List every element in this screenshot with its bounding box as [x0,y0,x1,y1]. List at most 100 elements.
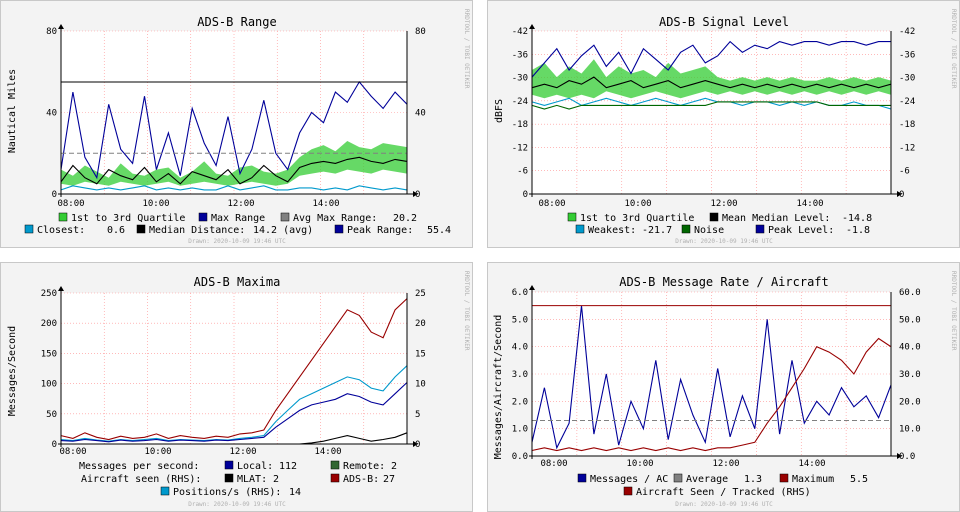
signal-series-noise [531,101,891,110]
maxima-rtick: 5 [415,410,420,420]
maxima-ytick: 250 [41,289,57,299]
maxima-rtick: 0 [415,440,420,450]
range-series-max-range [60,80,408,180]
range-xtick: 08:00 [57,199,84,209]
signal-series-mean-median-level [531,76,892,89]
range-ytick: 80 [46,27,57,37]
range-legend-label: Max Range [211,213,265,224]
msgrate-legend: Messages / AC Average 1.3 Maximum 5.5 Ai… [577,473,868,498]
msgrate-plot: 0.0 0.0 1.0 10.0 2.0 20.0 3.0 30.0 4.0 40.0 5.0 50.… [512,285,921,462]
signal-xtick: 10:00 [624,199,651,209]
msgrate-series-messages-ac [531,305,892,450]
range-legend-label: Closest: [37,225,85,236]
signal-rtick: -42 [899,27,915,37]
signal-legend: 1st to 3rd Quartile Mean Median Level: -… [567,212,872,236]
range-legend-label: Avg Max Range: [293,213,377,224]
msgrate-legend-value: 1.3 [744,474,762,485]
range-xticks: 08:00 10:00 12:00 14:00 [57,199,339,209]
maxima-ylabel: Messages/Second [7,326,18,416]
msgrate-xtick: 10:00 [626,459,653,469]
maxima-series-ads-b [60,298,408,441]
signal-legend-label: Peak Level: [768,225,834,236]
signal-ytick: -12 [512,143,528,153]
range-drawn: Drawn: 2020-10-09 19:46 UTC [188,238,286,245]
range-plot: 0 0 40 40 80 80 [46,24,426,200]
chart-panel-range: 0 0 40 40 80 80 ADS-B Range Nautical Miles RR… [0,0,473,248]
msgrate-title: ADS-B Message Rate / Aircraft [619,275,829,289]
signal-rtick: -30 [899,74,915,84]
msgrate-xticks: 08:00 10:00 12:00 14:00 [540,459,825,469]
chart-panel-msgrate: 0.0 0.0 1.0 10.0 2.0 20.0 3.0 30.0 4.0 40.0 5.0 50.… [487,262,960,512]
signal-ytick: -42 [512,27,528,37]
range-series-median-distance [60,156,408,185]
range-legend-label: Median Distance: [149,225,245,236]
maxima-legend-value: 2 [273,474,279,485]
signal-series-peak-level [531,40,891,78]
signal-xtick: 12:00 [710,199,737,209]
signal-ytick: -18 [512,120,528,130]
msgrate-watermark: RRDTOOL / TOBI OETIKER [950,271,957,351]
maxima-legend-value: 112 [279,461,297,472]
maxima-legend-value: 14 [289,487,301,498]
signal-axes [529,27,897,197]
msgrate-legend-label: Maximum [792,474,834,485]
range-legend-label: Peak Range: [347,225,413,236]
msgrate-ylabel: Messages/Aircraft/Second [493,315,504,460]
maxima-series-positions-s [60,365,408,442]
msgrate-xtick: 14:00 [798,459,825,469]
maxima-legend-swatch [160,486,170,496]
signal-legend-value: -1.8 [846,225,870,236]
signal-ytick: -24 [512,97,528,107]
range-legend-swatch [136,224,146,234]
maxima-rtick: 15 [415,349,426,359]
range-legend-swatch [334,224,344,234]
maxima-xtick: 10:00 [144,447,171,457]
range-legend-value: 14.2 (avg) [253,225,313,236]
range-ylabel: Nautical Miles [7,69,18,153]
range-legend-swatch [58,212,68,222]
signal-legend-swatch [575,224,585,234]
signal-legend-swatch [755,224,765,234]
maxima-legend-swatch [224,460,234,470]
signal-legend-label: Weakest: [588,225,636,236]
maxima-legend-label: Messages per second: [79,461,199,472]
range-xtick: 10:00 [142,199,169,209]
maxima-legend-swatch [330,473,340,483]
signal-title: ADS-B Signal Level [659,15,789,29]
chart-panel-maxima: 0 0 50 5 100 10 150 15 200 20 250 25 ADS-B Maxima M… [0,262,473,512]
signal-legend-value: -14.8 [842,213,872,224]
msgrate-ytick: 0.0 [512,452,528,462]
chart-panel-signal: 0 0 -6 -6 -12 -12 -18 -18 -24 -24 -30 -30 -36 -36 -42 -… [487,0,960,248]
range-title: ADS-B Range [197,15,276,29]
msgrate-legend-swatch [623,486,633,496]
signal-ylabel: dBFS [494,99,505,123]
signal-legend-label: 1st to 3rd Quartile [580,213,694,224]
range-legend-value: 20.2 [393,213,417,224]
msgrate-drawn: Drawn: 2020-10-09 19:46 UTC [675,501,773,508]
range-rtick: 80 [415,27,426,37]
maxima-legend-label: Aircraft seen (RHS): [81,474,201,485]
msgrate-legend-label: Average [686,474,728,485]
range-legend-swatch [24,224,34,234]
maxima-chart: 0 0 50 5 100 10 150 15 200 20 250 25 ADS-B Maxima M… [7,271,470,508]
signal-rtick: -6 [899,167,910,177]
signal-ytick: -30 [512,74,528,84]
msgrate-xtick: 12:00 [712,459,739,469]
range-series-closest [60,185,408,191]
msgrate-rtick: 30.0 [899,370,921,380]
msgrate-rtick: 0.0 [899,452,915,462]
maxima-drawn: Drawn: 2020-10-09 19:46 UTC [188,501,286,508]
maxima-xtick: 08:00 [59,447,86,457]
signal-rtick: 0 [899,190,904,200]
maxima-rtick: 20 [415,319,426,329]
signal-drawn: Drawn: 2020-10-09 19:46 UTC [675,238,773,245]
signal-plot: 0 0 -6 -6 -12 -12 -18 -18 -24 -24 -30 -30 -36 -36 -42 -… [512,24,915,200]
maxima-xtick: 12:00 [229,447,256,457]
signal-rtick: -24 [899,97,915,107]
maxima-xtick: 14:00 [314,447,341,457]
signal-quartile-band [532,59,891,99]
signal-xtick: 08:00 [538,199,565,209]
signal-legend-label: Noise [694,225,724,236]
maxima-legend-label: Positions/s (RHS): [173,487,281,498]
maxima-legend-swatch [330,460,340,470]
